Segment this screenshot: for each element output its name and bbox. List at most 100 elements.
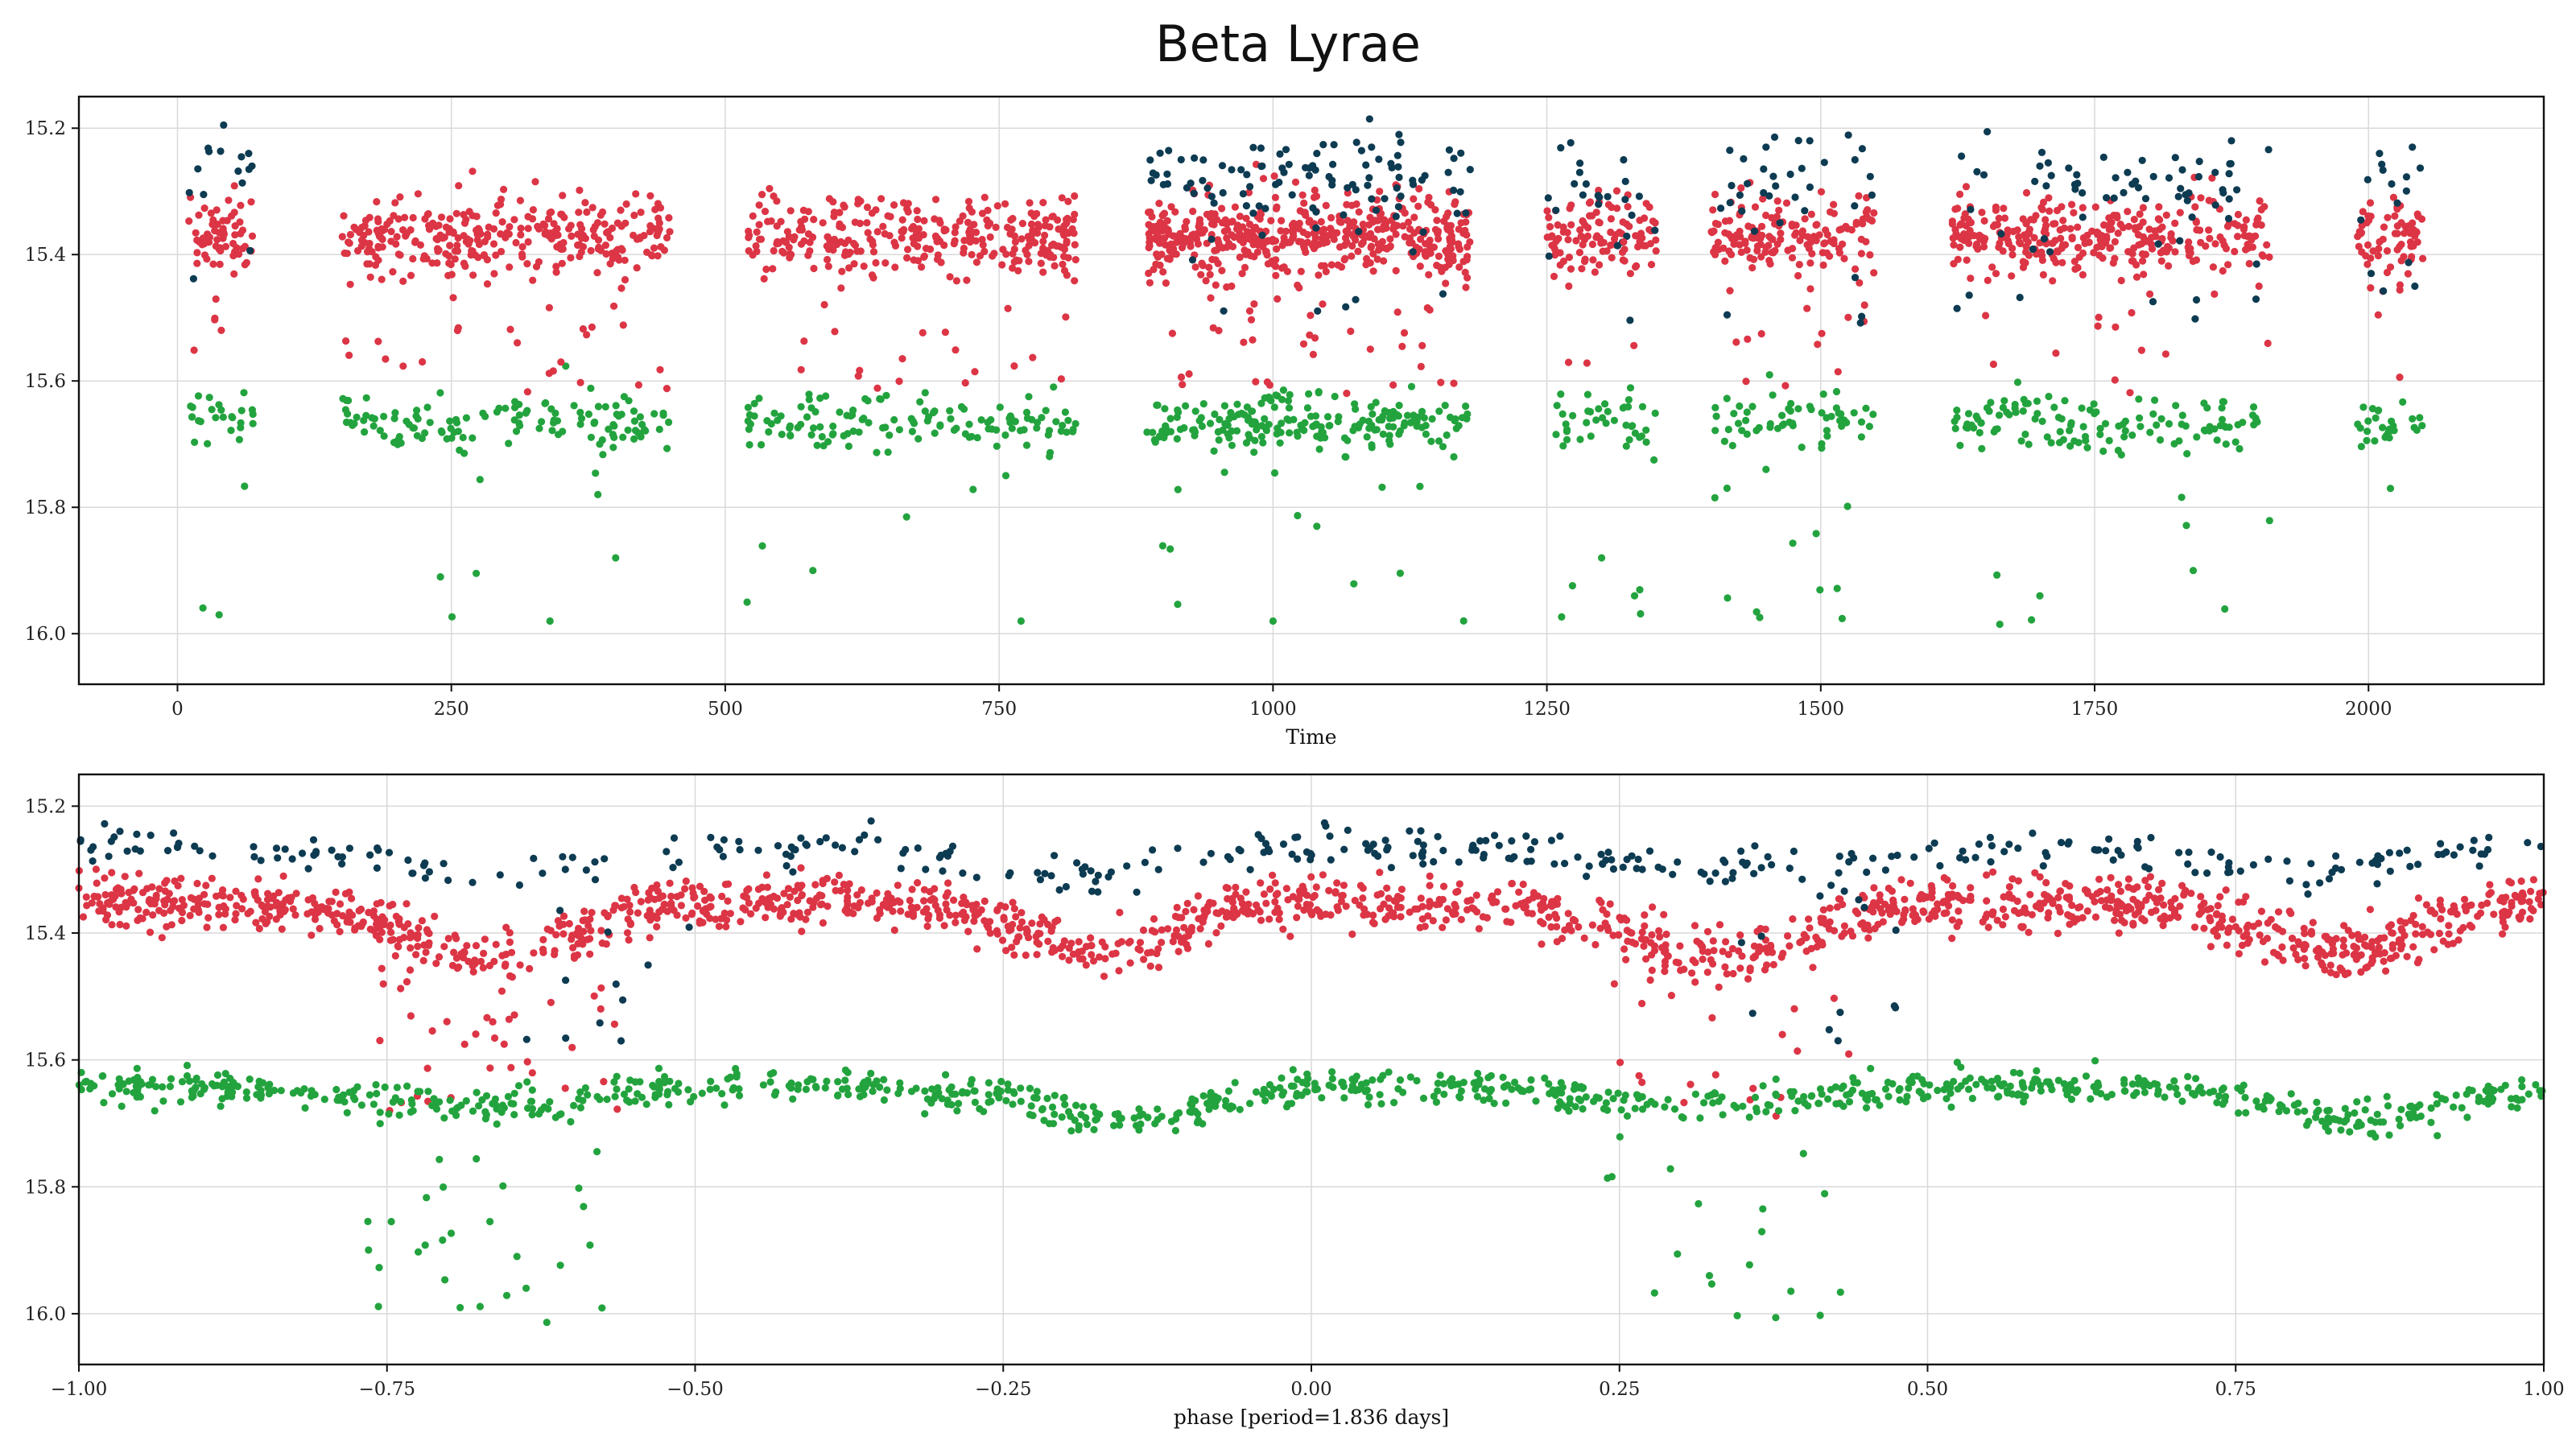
data-point-mid-band (898, 355, 906, 363)
data-point-low-band (1427, 437, 1435, 445)
data-point-mid-band (1044, 937, 1052, 945)
data-point-mid-band (2234, 210, 2242, 219)
data-point-mid-band (2240, 225, 2248, 233)
data-point-high-band (1190, 189, 1198, 197)
data-point-mid-band (2118, 916, 2126, 924)
data-point-mid-band (1944, 895, 1952, 903)
data-point-low-band (194, 392, 203, 400)
data-point-mid-band (1386, 235, 1394, 243)
data-point-mid-band (1330, 235, 1338, 243)
data-point-mid-band (1171, 208, 1179, 216)
data-point-mid-band (1023, 250, 1031, 258)
data-point-low-band (1071, 419, 1080, 428)
data-point-mid-band (776, 910, 785, 919)
data-point-mid-band (2038, 205, 2046, 213)
data-point-mid-band (1442, 279, 1450, 287)
data-point-low-band (535, 424, 543, 432)
data-point-mid-band (909, 906, 917, 914)
data-point-mid-band (890, 926, 898, 935)
data-point-mid-band (1647, 939, 1655, 947)
data-point-mid-band (2212, 910, 2220, 919)
data-point-mid-band (1803, 241, 1811, 249)
data-point-mid-band (365, 239, 374, 248)
data-point-mid-band (2099, 254, 2107, 262)
data-point-mid-band (529, 206, 538, 214)
data-point-mid-band (2070, 208, 2078, 217)
data-point-mid-band (2436, 901, 2444, 909)
data-point-low-band (2115, 422, 2123, 430)
x-tick-label: 1000 (1249, 699, 1297, 720)
data-point-low-band (636, 413, 645, 421)
data-point-mid-band (1777, 229, 1785, 237)
data-point-mid-band (219, 886, 227, 894)
data-point-mid-band (1041, 231, 1049, 239)
data-point-mid-band (523, 260, 531, 268)
data-point-high-band (1445, 146, 1453, 154)
data-point-low-band (2059, 436, 2067, 444)
data-point-mid-band (794, 896, 802, 905)
data-point-low-band (2120, 433, 2128, 441)
data-point-mid-band (1931, 908, 1939, 916)
data-point-low-band (829, 422, 837, 431)
data-point-high-band (1604, 192, 1612, 200)
data-point-mid-band (940, 922, 948, 930)
data-point-low-band (1158, 542, 1166, 550)
data-point-mid-band (1686, 1080, 1695, 1088)
data-point-mid-band (797, 864, 805, 872)
data-point-mid-band (378, 275, 386, 283)
data-point-high-band (1571, 180, 1579, 188)
data-point-mid-band (1319, 300, 1327, 308)
data-point-mid-band (1260, 890, 1268, 898)
data-point-low-band (145, 1081, 153, 1089)
data-point-low-band (2359, 403, 2368, 411)
data-point-low-band (1225, 434, 1233, 442)
data-point-low-band (1340, 434, 1349, 442)
data-point-mid-band (969, 906, 977, 914)
data-point-mid-band (573, 951, 582, 959)
data-point-low-band (971, 1098, 979, 1106)
data-point-mid-band (800, 237, 808, 245)
data-point-mid-band (1756, 943, 1764, 951)
data-point-mid-band (2176, 902, 2184, 910)
data-point-low-band (2418, 422, 2426, 430)
data-point-mid-band (1400, 328, 1409, 337)
data-point-mid-band (2081, 239, 2089, 247)
data-point-mid-band (108, 869, 116, 877)
data-point-high-band (1456, 188, 1464, 196)
data-point-low-band (638, 420, 646, 429)
data-point-mid-band (1181, 934, 1189, 942)
data-point-mid-band (1256, 908, 1264, 916)
data-point-low-band (587, 384, 595, 392)
data-point-low-band (2101, 419, 2110, 427)
data-point-mid-band (1426, 872, 1434, 880)
data-point-mid-band (1158, 926, 1166, 934)
data-point-mid-band (2382, 967, 2390, 975)
data-point-mid-band (2263, 241, 2271, 249)
data-point-mid-band (551, 227, 559, 235)
data-point-high-band (1798, 164, 1806, 172)
data-point-high-band (2357, 216, 2365, 224)
data-point-low-band (777, 412, 785, 420)
data-point-mid-band (433, 245, 442, 253)
data-point-mid-band (808, 233, 817, 242)
data-point-mid-band (804, 208, 812, 216)
data-point-mid-band (1909, 905, 1917, 913)
data-point-mid-band (1729, 969, 1737, 978)
data-point-mid-band (2527, 887, 2535, 895)
data-point-mid-band (1970, 232, 1978, 240)
data-point-mid-band (1995, 214, 2003, 222)
data-point-mid-band (1691, 959, 1699, 967)
data-point-mid-band (1781, 382, 1790, 390)
data-point-mid-band (1397, 886, 1406, 894)
data-point-mid-band (984, 206, 992, 214)
data-point-mid-band (1242, 888, 1250, 896)
data-point-low-band (1250, 448, 1258, 456)
data-point-mid-band (798, 891, 807, 899)
data-point-mid-band (1155, 200, 1163, 208)
data-point-high-band (245, 150, 253, 158)
data-point-mid-band (473, 236, 481, 244)
data-point-mid-band (1274, 890, 1282, 898)
data-point-mid-band (308, 931, 316, 939)
data-point-mid-band (1266, 885, 1274, 894)
data-point-mid-band (2124, 222, 2133, 230)
